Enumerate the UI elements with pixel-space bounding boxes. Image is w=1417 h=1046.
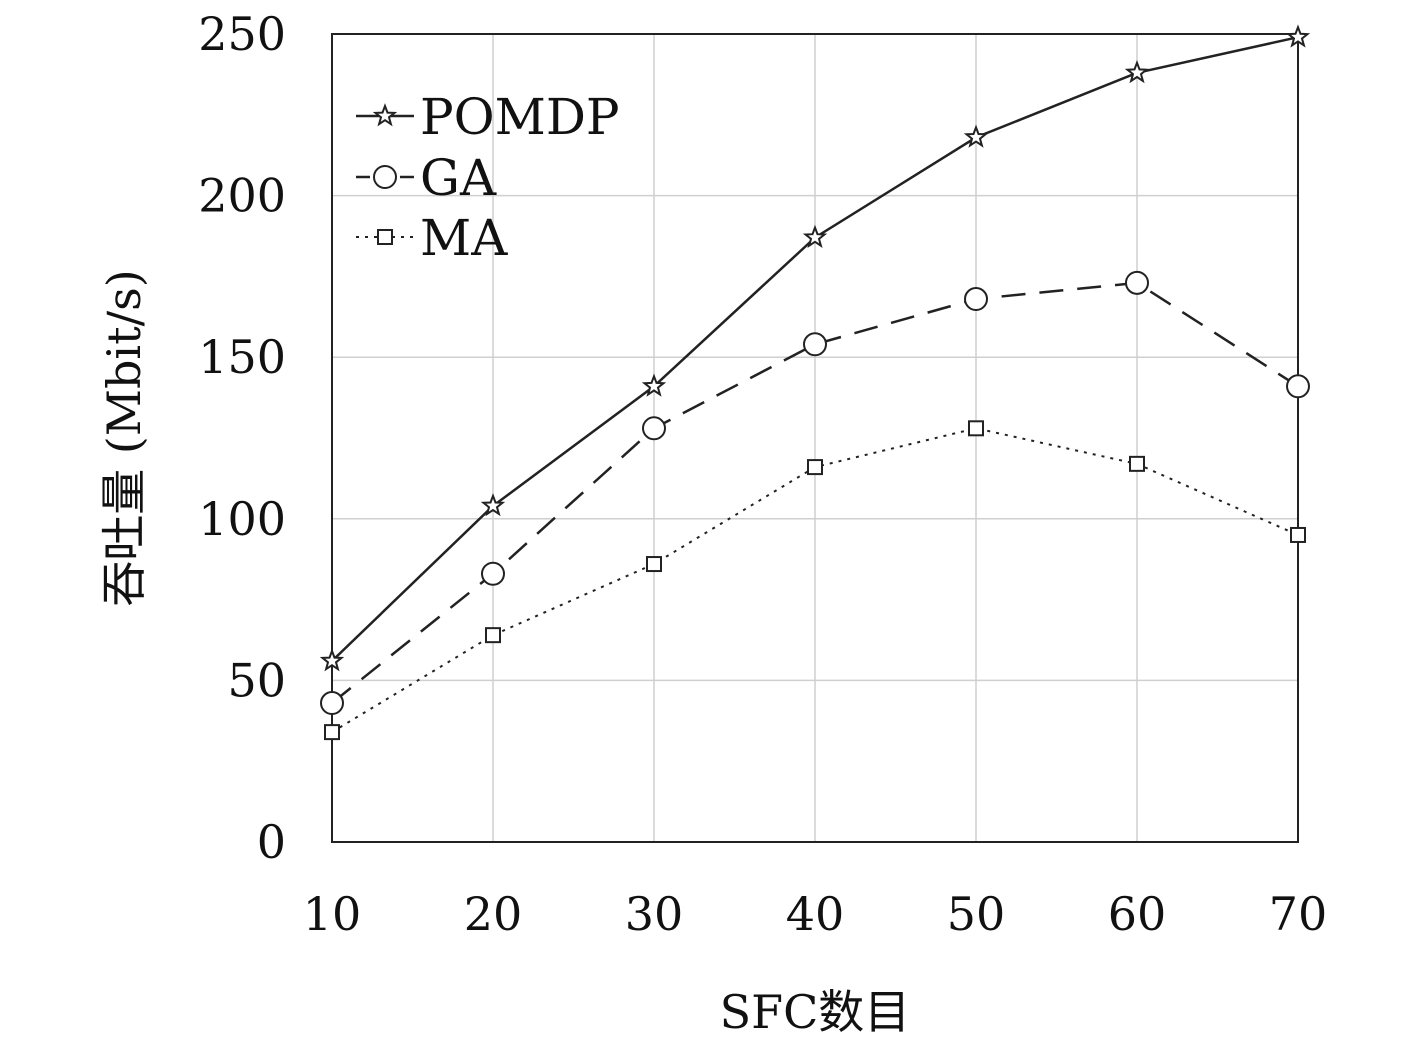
data-point-ma	[1129, 455, 1145, 472]
data-point-pomdp	[641, 373, 667, 397]
y-tick-label: 250	[198, 7, 286, 61]
plot-area	[331, 33, 1299, 843]
legend-item-ma: MA	[356, 209, 508, 267]
series-ma	[324, 420, 1306, 741]
data-point-ga	[320, 691, 344, 716]
data-point-ga	[964, 287, 988, 312]
legend-marker	[377, 229, 393, 245]
data-point-pomdp	[1285, 24, 1311, 48]
data-point-pomdp	[319, 648, 345, 672]
x-tick-label: 10	[303, 887, 362, 941]
data-point-pomdp	[1124, 59, 1150, 84]
legend-item-pomdp: POMDP	[356, 88, 620, 146]
x-tick-label: 40	[786, 887, 845, 941]
x-tick-label: 20	[464, 887, 523, 941]
data-point-ma	[646, 556, 662, 573]
data-point-ga	[803, 332, 827, 357]
x-tick-label: 60	[1108, 887, 1167, 941]
data-point-pomdp	[480, 493, 506, 517]
legend-marker	[372, 103, 398, 127]
y-tick-label: 100	[198, 492, 286, 546]
legend-marker	[373, 165, 397, 189]
series-ga	[320, 270, 1310, 716]
data-point-pomdp	[802, 224, 828, 249]
y-tick-label: 200	[198, 169, 286, 223]
x-axis-label: SFC数目	[720, 985, 911, 1039]
legend-item-ga: GA	[356, 149, 497, 207]
series-pomdp	[319, 24, 1311, 672]
x-tick-label: 70	[1269, 887, 1328, 941]
data-point-ma	[807, 459, 823, 476]
data-point-ga	[481, 561, 505, 586]
grid-lines	[332, 34, 1298, 842]
data-point-ma	[324, 724, 340, 741]
series-layer	[319, 24, 1311, 741]
x-tick-label: 30	[625, 887, 684, 941]
data-point-ma	[1290, 526, 1306, 543]
y-tick-label: 150	[198, 330, 286, 384]
data-point-ga	[1125, 270, 1149, 295]
y-tick-label: 50	[227, 653, 286, 707]
data-point-ma	[968, 420, 984, 437]
y-tick-label: 0	[257, 815, 286, 869]
legend-label: GA	[420, 149, 497, 207]
data-point-ga	[1286, 374, 1310, 399]
y-axis-label: 吞吐量 (Mbit/s)	[97, 269, 151, 606]
legend-label: MA	[420, 209, 508, 267]
legend-label: POMDP	[420, 88, 620, 146]
data-point-pomdp	[963, 124, 989, 148]
data-point-ga	[642, 416, 666, 441]
y-tick-labels: 0 50 100 150 200 250	[198, 7, 286, 869]
x-tick-labels: 10 20 30 40 50 60 70	[303, 887, 1328, 941]
x-tick-label: 50	[947, 887, 1006, 941]
data-point-ma	[485, 627, 501, 644]
